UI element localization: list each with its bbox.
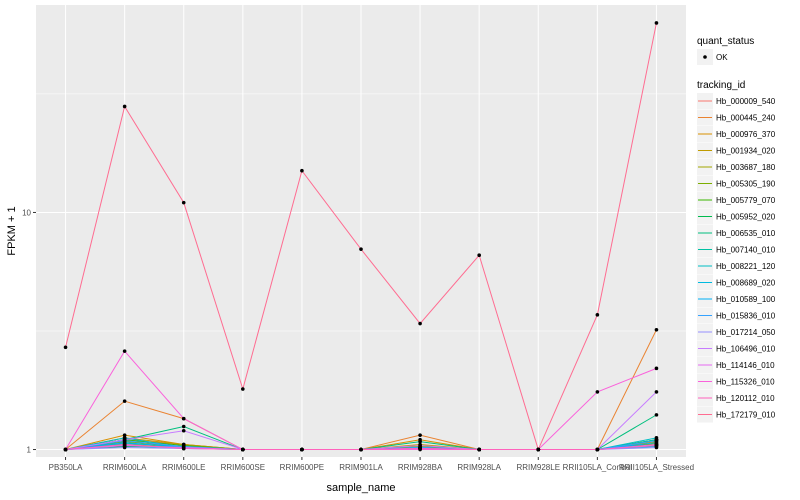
data-point	[418, 321, 422, 326]
shape-legend-point	[703, 55, 707, 59]
legend-label: Hb_000976_370	[716, 130, 776, 139]
y-tick-label: 1	[27, 446, 32, 455]
data-point	[122, 437, 127, 442]
data-point	[63, 447, 68, 452]
legend-label: Hb_005305_190	[716, 180, 776, 189]
data-point	[654, 327, 659, 332]
data-point	[241, 447, 245, 452]
x-tick-label: RRII105LA_Stressed	[619, 463, 694, 472]
legend-label: Hb_006535_010	[716, 229, 776, 238]
x-tick-label: RRIM600SE	[221, 463, 265, 472]
data-point	[654, 438, 659, 443]
x-tick-label: RRIM928LE	[516, 463, 560, 472]
data-point	[359, 247, 363, 251]
shape-legend-label: OK	[716, 53, 728, 62]
shape-legend-items: OK	[697, 49, 728, 65]
data-point	[181, 446, 186, 451]
legend-label: Hb_000445_240	[716, 114, 776, 123]
data-point	[181, 428, 186, 433]
legend: quant_status OK tracking_id Hb_000009_54…	[697, 36, 776, 423]
data-point	[418, 439, 422, 444]
legend-label: Hb_015836_010	[716, 312, 776, 321]
legend-label: Hb_010589_100	[716, 295, 776, 304]
shape-legend-title: quant_status	[697, 36, 754, 47]
x-tick-label: RRIM600LA	[103, 463, 147, 472]
x-tick-label: RRIM928LA	[457, 463, 501, 472]
data-point	[477, 253, 481, 258]
color-legend-title: tracking_id	[697, 80, 745, 91]
color-legend-items: Hb_000009_540 Hb_000445_240 Hb_000976_370 H…	[697, 93, 776, 423]
data-point	[181, 416, 186, 421]
y-axis: 1 10	[22, 208, 36, 455]
data-point	[654, 413, 659, 417]
data-point	[654, 366, 659, 371]
x-tick-label: RRIM901LA	[339, 463, 383, 472]
data-point	[418, 433, 422, 437]
x-tick-label: RRIM600LE	[162, 463, 206, 472]
y-tick-label: 10	[22, 208, 31, 217]
y-axis-title: FPKM + 1	[6, 206, 18, 255]
data-point	[300, 447, 304, 452]
data-point	[359, 447, 363, 452]
legend-label: Hb_003687_180	[716, 163, 776, 172]
data-point	[181, 200, 186, 205]
legend-label: Hb_000009_540	[716, 97, 776, 106]
legend-label: Hb_017214_050	[716, 328, 776, 337]
legend-label: Hb_007140_010	[716, 246, 776, 255]
x-tick-label: RRIM928BA	[398, 463, 443, 472]
data-point	[654, 21, 659, 25]
legend-label: Hb_115326_010	[716, 378, 775, 387]
data-point	[654, 443, 659, 448]
legend-label: Hb_008221_120	[716, 262, 776, 271]
legend-label: Hb_106496_010	[716, 345, 776, 354]
data-point	[122, 433, 127, 437]
x-tick-label: RRIM600PE	[280, 463, 324, 472]
data-point	[418, 446, 422, 451]
data-point	[122, 104, 127, 109]
data-point	[418, 443, 422, 448]
data-point	[536, 447, 541, 452]
data-point	[122, 399, 127, 403]
x-axis-title: sample_name	[326, 482, 395, 494]
x-tick-label: RRII105LA_Control	[563, 463, 633, 472]
data-point	[300, 168, 304, 173]
data-point	[63, 345, 68, 350]
legend-label: Hb_172179_010	[716, 411, 776, 420]
legend-label: Hb_008689_020	[716, 279, 776, 288]
legend-label: Hb_001934_020	[716, 147, 776, 156]
data-point	[181, 424, 186, 429]
data-point	[654, 436, 659, 440]
data-point	[595, 313, 600, 317]
data-point	[122, 349, 127, 353]
legend-label: Hb_120112_010	[716, 394, 775, 403]
data-point	[241, 387, 245, 391]
data-points	[63, 21, 659, 452]
data-point	[654, 390, 659, 394]
data-point	[595, 447, 600, 452]
data-point	[595, 390, 600, 394]
legend-label: Hb_114146_010	[716, 361, 775, 370]
data-point	[477, 447, 481, 452]
x-axis: PB350LA RRIM600LA RRIM600LE RRIM600SE RRIM60…	[49, 457, 694, 472]
x-tick-label: PB350LA	[49, 463, 83, 472]
data-point	[122, 442, 127, 447]
legend-label: Hb_005952_020	[716, 213, 776, 222]
legend-label: Hb_005779_070	[716, 196, 776, 205]
